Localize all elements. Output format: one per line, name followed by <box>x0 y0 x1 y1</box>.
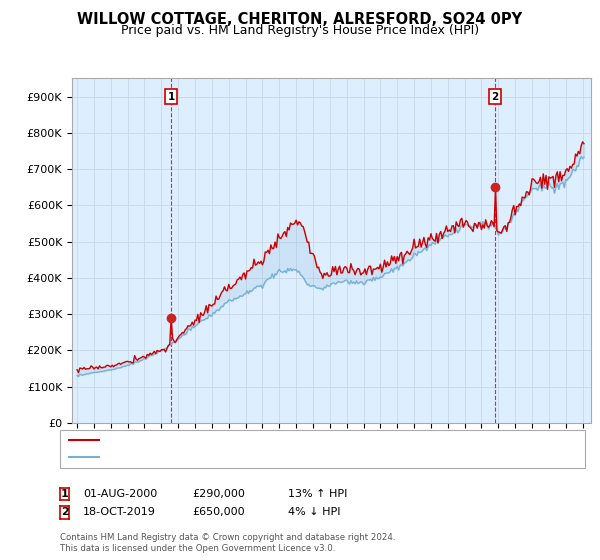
Text: £650,000: £650,000 <box>192 507 245 517</box>
Text: WILLOW COTTAGE, CHERITON, ALRESFORD, SO24 0PY (detached house): WILLOW COTTAGE, CHERITON, ALRESFORD, SO2… <box>104 435 480 445</box>
Text: £290,000: £290,000 <box>192 489 245 499</box>
Text: 2: 2 <box>491 91 499 101</box>
Text: 13% ↑ HPI: 13% ↑ HPI <box>288 489 347 499</box>
Text: WILLOW COTTAGE, CHERITON, ALRESFORD, SO24 0PY: WILLOW COTTAGE, CHERITON, ALRESFORD, SO2… <box>77 12 523 27</box>
Text: 1: 1 <box>167 91 175 101</box>
Text: 18-OCT-2019: 18-OCT-2019 <box>83 507 155 517</box>
Text: 4% ↓ HPI: 4% ↓ HPI <box>288 507 341 517</box>
Text: Contains HM Land Registry data © Crown copyright and database right 2024.
This d: Contains HM Land Registry data © Crown c… <box>60 533 395 553</box>
Text: HPI: Average price, detached house, Winchester: HPI: Average price, detached house, Winc… <box>104 452 355 462</box>
Text: 2: 2 <box>61 507 68 517</box>
Text: 01-AUG-2000: 01-AUG-2000 <box>83 489 157 499</box>
Text: 1: 1 <box>61 489 68 499</box>
Text: Price paid vs. HM Land Registry's House Price Index (HPI): Price paid vs. HM Land Registry's House … <box>121 24 479 36</box>
